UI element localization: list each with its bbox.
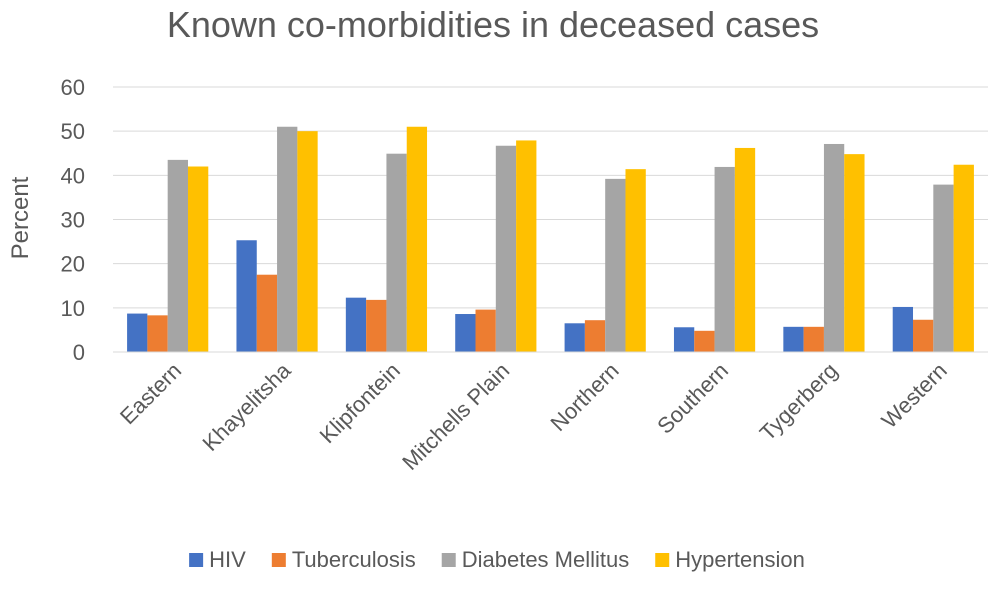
category-label: Mitchells Plain xyxy=(397,358,514,475)
legend-label: Hypertension xyxy=(675,547,805,572)
bar-tuberculosis xyxy=(256,274,278,352)
bar-hiv xyxy=(127,313,148,352)
y-tick-label: 60 xyxy=(61,75,85,100)
bar-hiv xyxy=(892,306,914,352)
legend-label: Tuberculosis xyxy=(292,547,416,572)
bar-tuberculosis xyxy=(147,315,168,352)
bar-tuberculosis xyxy=(694,330,715,352)
bar-hypertension xyxy=(187,166,209,352)
bar-hypertension xyxy=(953,164,974,352)
bar-diabetes-mellitus xyxy=(277,126,298,352)
legend-swatch xyxy=(271,553,286,567)
category-label: Western xyxy=(877,358,952,433)
category-label: Klipfontein xyxy=(315,358,405,448)
y-tick-label: 50 xyxy=(61,119,85,144)
bar-hypertension xyxy=(625,169,646,352)
legend: HIV Tuberculosis Diabetes Mellitus Hyperten… xyxy=(189,547,805,572)
bar-hypertension xyxy=(406,126,428,352)
bars xyxy=(127,126,974,352)
bar-tuberculosis xyxy=(366,299,387,352)
bar-hiv xyxy=(455,314,476,352)
bar-tuberculosis xyxy=(803,326,824,352)
legend-label: Diabetes Mellitus xyxy=(462,547,630,572)
bar-hiv xyxy=(564,323,585,352)
y-tick-label: 30 xyxy=(61,208,85,233)
bar-hypertension xyxy=(516,140,537,352)
bar-tuberculosis xyxy=(584,320,606,352)
category-label: Tygerberg xyxy=(755,358,843,446)
legend-swatch xyxy=(189,553,204,567)
legend-swatch xyxy=(655,553,670,567)
y-tick-label: 0 xyxy=(73,340,85,365)
bar-diabetes-mellitus xyxy=(605,178,626,352)
legend-swatch xyxy=(441,553,456,567)
bar-tuberculosis xyxy=(913,319,934,352)
bar-hiv xyxy=(783,326,804,352)
bar-hypertension xyxy=(297,131,318,352)
bar-tuberculosis xyxy=(475,309,496,352)
bar-diabetes-mellitus xyxy=(714,166,735,352)
bar-diabetes-mellitus xyxy=(495,145,517,352)
y-tick-label: 40 xyxy=(61,163,85,188)
bar-diabetes-mellitus xyxy=(386,153,407,352)
bar-diabetes-mellitus xyxy=(933,184,954,352)
bar-diabetes-mellitus xyxy=(823,143,845,352)
legend-label: HIV xyxy=(209,547,246,572)
bar-hiv xyxy=(236,240,257,352)
chart-title: Known co-morbidities in deceased cases xyxy=(167,4,819,45)
bar-hypertension xyxy=(844,154,865,352)
category-label: Eastern xyxy=(115,358,186,429)
category-label: Northern xyxy=(546,358,624,436)
bar-diabetes-mellitus xyxy=(167,159,188,352)
y-tick-label: 10 xyxy=(61,296,85,321)
category-label: Southern xyxy=(652,358,733,439)
y-axis-ticks: 0 10 20 30 40 50 60 xyxy=(61,75,85,365)
bar-hiv xyxy=(673,327,695,352)
category-label: Khayelitsha xyxy=(197,357,296,456)
y-tick-label: 20 xyxy=(61,252,85,277)
y-axis-label: Percent xyxy=(7,176,34,259)
bar-hypertension xyxy=(734,147,756,352)
bar-hiv xyxy=(345,297,367,352)
